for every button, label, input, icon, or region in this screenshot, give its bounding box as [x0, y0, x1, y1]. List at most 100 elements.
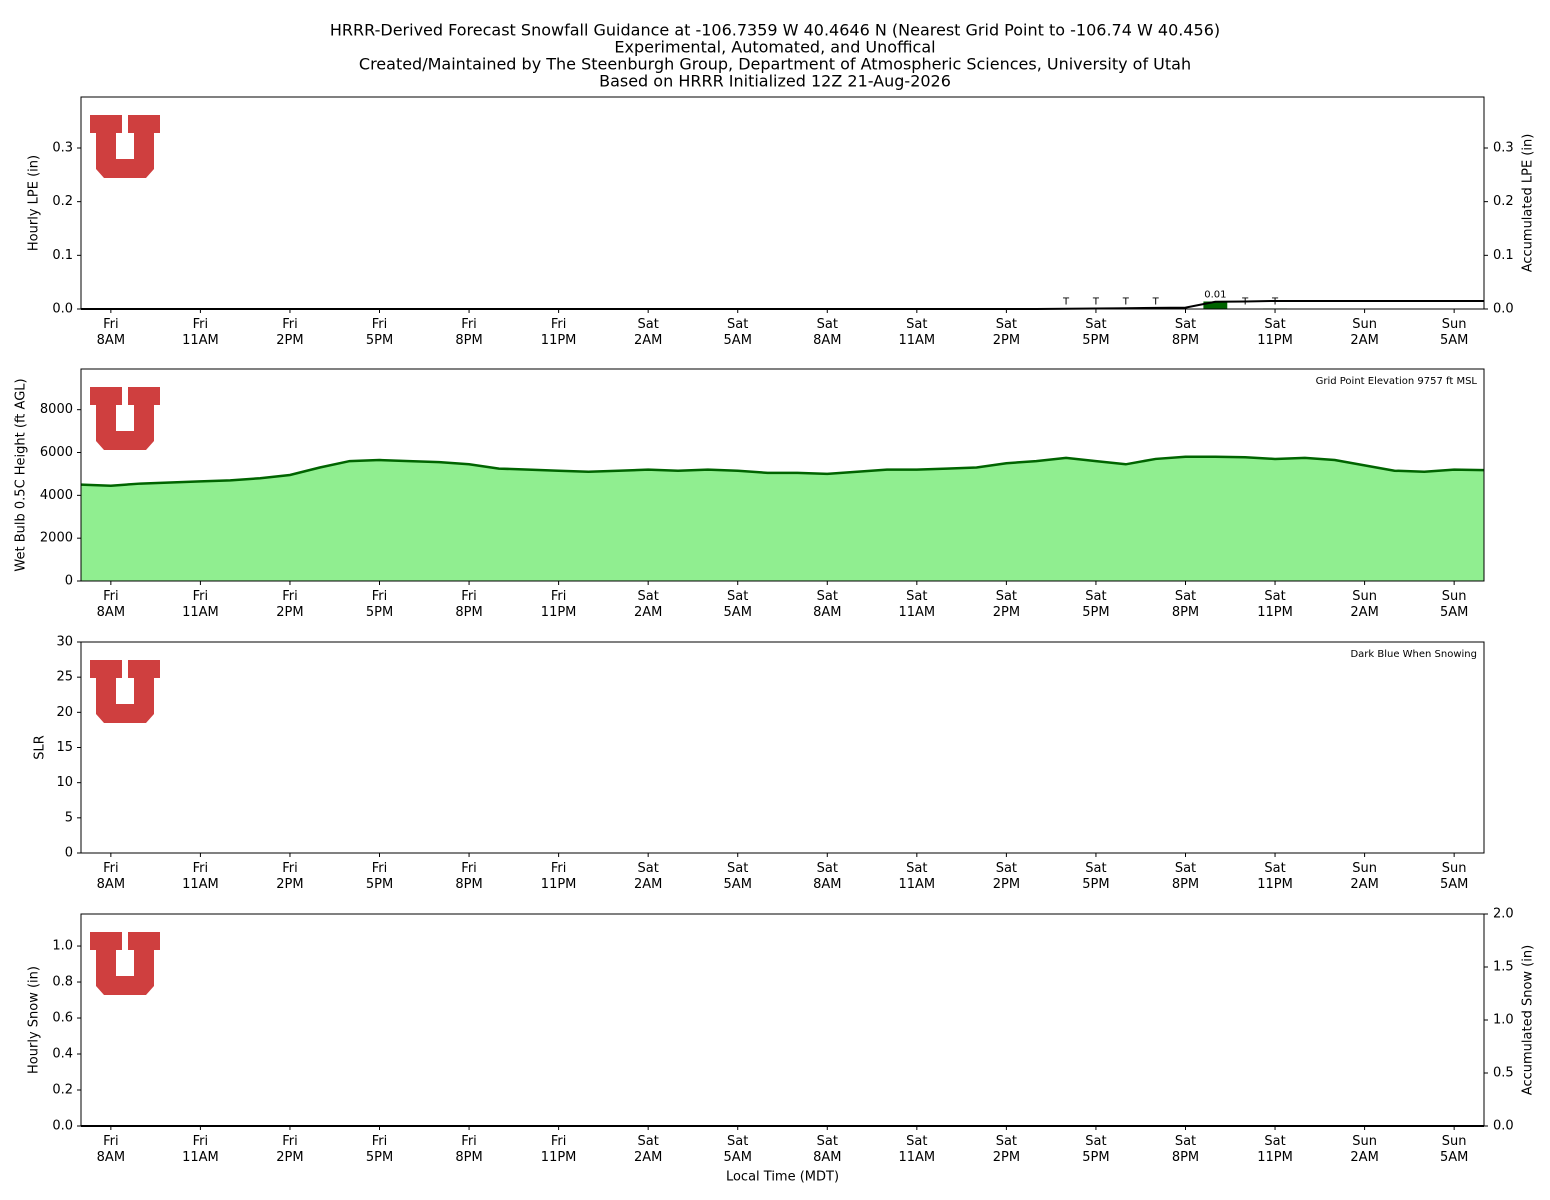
x-tick-label: Sat 8PM [1171, 861, 1200, 892]
y2-tick-label: 1.5 [1493, 960, 1514, 975]
y2-tick-label: 0.5 [1493, 1066, 1514, 1081]
y-tick-label: 0.0 [52, 1119, 73, 1134]
x-tick-label: Fri 2PM [276, 317, 304, 348]
x-tick-label: Fri 11PM [540, 1134, 577, 1165]
title-line: Experimental, Automated, and Unoffical [614, 38, 935, 57]
value-label: T [1062, 297, 1070, 308]
y-tick-label: 8000 [40, 402, 73, 417]
y-tick-label: 0.2 [52, 1083, 73, 1098]
y-tick-label: 0.6 [52, 1011, 73, 1026]
x-tick-label: Sat 2AM [633, 861, 663, 892]
x-tick-label: Fri 11PM [540, 589, 577, 620]
area [81, 456, 1484, 581]
x-tick-label: Sat 8AM [813, 589, 842, 620]
x-tick-label: Sat 11PM [1257, 1134, 1293, 1165]
x-tick-label: Fri 11AM [182, 317, 219, 348]
y-tick-label: 0 [65, 846, 73, 861]
x-tick-label: Sat 2PM [992, 861, 1021, 892]
logo [90, 115, 160, 178]
x-tick-label: Fri 8PM [455, 1134, 483, 1165]
x-tick-label: Fri 8AM [96, 589, 126, 620]
x-tick-label: Fri 8PM [455, 589, 483, 620]
y-tick-label: 1.0 [52, 939, 73, 954]
value-label: 0.01 [1204, 289, 1226, 300]
x-tick-label: Sat 5PM [1082, 1134, 1110, 1165]
y2-tick-label: 0.0 [1493, 1119, 1514, 1134]
x-tick-label: Sat 11AM [898, 861, 936, 892]
x-tick-label: Sun 5AM [1439, 317, 1469, 348]
x-tick-label: Fri 2PM [276, 1134, 304, 1165]
title-line: Based on HRRR Initialized 12Z 21-Aug-202… [599, 72, 951, 91]
y2-tick-label: 0.2 [1493, 194, 1514, 209]
y-tick-label: 0.1 [52, 248, 73, 263]
x-tick-label: Sat 11AM [898, 317, 936, 348]
value-label: T [1152, 297, 1160, 308]
y2-tick-label: 0.1 [1493, 248, 1514, 263]
y-tick-label: 4000 [40, 488, 73, 503]
y-axis-label: Hourly LPE (in) [27, 155, 42, 251]
x-tick-label: Sat 8AM [813, 1134, 842, 1165]
x-tick-label: Sat 11AM [898, 589, 936, 620]
x-tick-label: Sat 2PM [992, 317, 1021, 348]
x-tick-label: Sat 8PM [1171, 1134, 1200, 1165]
y-tick-label: 0.4 [52, 1047, 73, 1062]
x-tick-label: Sat 8AM [813, 317, 842, 348]
x-tick-label: Fri 8AM [96, 317, 126, 348]
plot-frame [80, 368, 1485, 582]
plot-frame [80, 641, 1485, 854]
x-tick-label: Sat 11AM [898, 1134, 936, 1165]
x-tick-label: Fri 5PM [365, 861, 394, 892]
x-tick-label: Fri 8AM [96, 1134, 126, 1165]
x-tick-label: Sat 2AM [633, 317, 663, 348]
x-tick-label: Fri 11PM [540, 861, 577, 892]
annotation: Dark Blue When Snowing [1350, 649, 1477, 660]
y-axis-label: SLR [33, 735, 48, 760]
x-tick-label: Sat 5AM [723, 317, 752, 348]
plot-frame [80, 96, 1485, 310]
y2-tick-label: 1.0 [1493, 1013, 1514, 1028]
x-tick-label: Sun 2AM [1350, 1134, 1379, 1165]
x-tick-label: Sat 8PM [1171, 317, 1200, 348]
x-tick-label: Fri 11AM [182, 1134, 219, 1165]
title-line: HRRR-Derived Forecast Snowfall Guidance … [330, 21, 1220, 40]
y-tick-label: 30 [56, 635, 73, 650]
logo [90, 387, 160, 450]
logo [90, 660, 160, 723]
x-tick-label: Sun 2AM [1350, 317, 1379, 348]
value-label: T [1092, 297, 1100, 308]
x-tick-label: Sat 11PM [1257, 317, 1293, 348]
x-tick-label: Fri 11PM [540, 317, 577, 348]
value-label: T [1122, 297, 1130, 308]
x-tick-label: Fri 2PM [276, 861, 304, 892]
x-tick-label: Fri 2PM [276, 589, 304, 620]
x-tick-label: Sun 5AM [1439, 1134, 1469, 1165]
x-tick-label: Sat 2PM [992, 1134, 1021, 1165]
y-axis-label: Wet Bulb 0.5C Height (ft AGL) [14, 378, 29, 571]
line [80, 455, 1485, 487]
x-tick-label: Fri 5PM [365, 589, 394, 620]
y2-tick-label: 0.3 [1493, 140, 1514, 155]
logo [90, 932, 160, 995]
y2-axis-label: Accumulated Snow (in) [1521, 945, 1536, 1095]
y-tick-label: 0.0 [52, 302, 73, 317]
x-tick-label: Fri 8PM [455, 317, 483, 348]
y-tick-label: 0.8 [52, 975, 73, 990]
y-tick-label: 0.2 [52, 194, 73, 209]
x-tick-label: Sat 11PM [1257, 589, 1293, 620]
x-tick-label: Sun 2AM [1350, 589, 1379, 620]
x-tick-label: Sun 5AM [1439, 589, 1469, 620]
x-tick-label: Sat 5AM [723, 861, 752, 892]
x-tick-label: Fri 5PM [365, 317, 394, 348]
y-tick-label: 2000 [40, 531, 73, 546]
x-tick-label: Sat 5AM [723, 589, 752, 620]
x-tick-label: Sat 5PM [1082, 589, 1110, 620]
x-tick-label: Sat 2AM [633, 1134, 663, 1165]
x-tick-label: Sat 2AM [633, 589, 663, 620]
y-tick-label: 0.3 [52, 140, 73, 155]
y2-axis-label: Accumulated LPE (in) [1521, 134, 1536, 273]
y-tick-label: 15 [56, 740, 73, 755]
y-tick-label: 25 [56, 670, 73, 685]
x-tick-label: Fri 8PM [455, 861, 483, 892]
x-tick-label: Sun 5AM [1439, 861, 1469, 892]
